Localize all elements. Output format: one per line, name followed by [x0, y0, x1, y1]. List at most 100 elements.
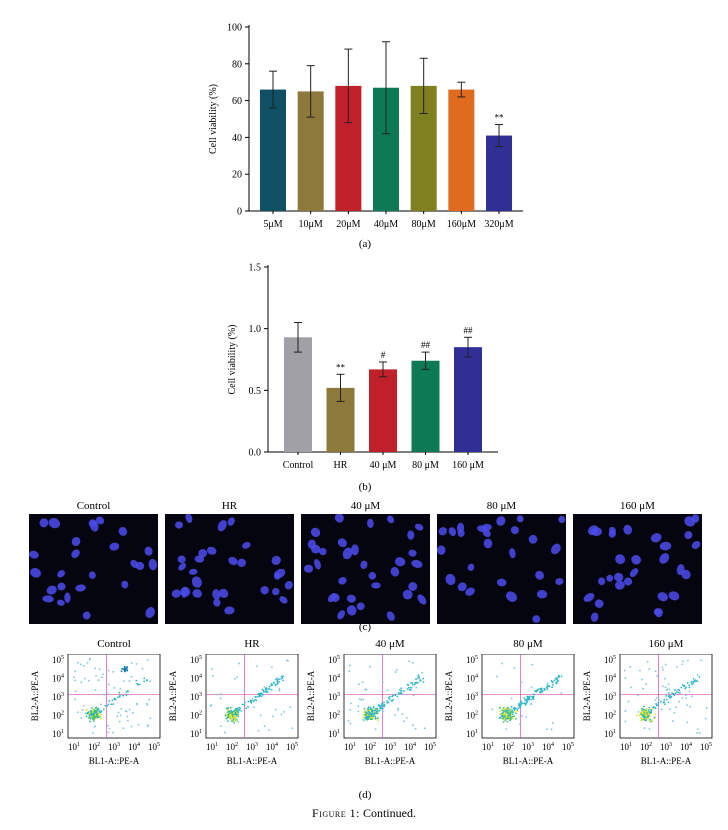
flow-event-dot: [532, 695, 535, 698]
flow-event-dot: [245, 707, 248, 710]
flow-event-dot: [508, 716, 511, 719]
flow-event-dot: [98, 668, 101, 671]
flow-event-dot: [509, 711, 512, 713]
flow-y-axis-label: BL2-A::PE-A: [444, 670, 454, 721]
nucleus: [684, 516, 696, 527]
flow-event-dot: [696, 680, 699, 682]
flow-plot: 101101102102103103104104105105BL2-A::PE-…: [582, 654, 713, 766]
flow-event-dot: [411, 681, 414, 684]
flow-event-dot: [696, 732, 698, 734]
flow-events: [491, 662, 563, 731]
chart-b-ytick-label: 0.5: [249, 386, 262, 397]
flow-event-dot: [371, 718, 373, 720]
nucleus: [130, 559, 139, 569]
flow-event-dot: [681, 697, 684, 699]
flow-event-dot: [698, 732, 701, 734]
nucleus: [342, 547, 353, 560]
flow-event-dot: [526, 695, 529, 698]
flow-ytick-label: 103: [52, 692, 64, 702]
flow-event-dot: [349, 709, 351, 711]
nucleus: [368, 572, 377, 580]
flow-event-dot: [394, 671, 397, 673]
flow-event-dot: [125, 694, 128, 697]
flow-ytick-label: 102: [604, 711, 616, 721]
nucleus: [337, 538, 347, 548]
flow-event-dot: [364, 713, 367, 716]
flow-event-dot: [235, 709, 238, 712]
flow-event-dot: [643, 727, 646, 730]
flow-event-dot: [231, 713, 234, 716]
nucleus: [386, 611, 395, 621]
nucleus: [260, 586, 269, 595]
flow-event-dot: [228, 712, 231, 715]
flow-ytick-label: 101: [328, 729, 340, 739]
nucleus: [659, 553, 670, 564]
flow-event-dot: [274, 683, 277, 686]
flow-event-dot: [655, 702, 658, 705]
nucleus: [310, 527, 321, 538]
flow-event-dot: [513, 707, 516, 709]
flow-y-axis-label: BL2-A::PE-A: [168, 670, 178, 721]
flow-event-dot: [373, 712, 376, 714]
flow-plot-title: 40 μM: [375, 638, 405, 650]
flow-event-dot: [624, 720, 627, 723]
figure-caption: Figure 1: Continued.: [0, 806, 728, 821]
flow-event-dot: [665, 689, 668, 692]
flow-event-dot: [681, 663, 684, 666]
flow-event-dot: [686, 704, 689, 707]
flow-event-dot: [504, 719, 507, 722]
nucleus: [623, 524, 633, 535]
flow-event-dot: [286, 659, 288, 662]
flow-event-dot: [257, 692, 260, 695]
nucleus: [506, 591, 517, 602]
flow-event-dot: [676, 690, 678, 693]
chart-b-xtick-label: HR: [334, 460, 348, 471]
flow-event-dot: [652, 706, 655, 708]
flow-event-dot: [502, 720, 505, 723]
flow-event-dot: [555, 682, 558, 685]
flow-event-dot: [265, 689, 268, 691]
flow-event-dot: [546, 686, 549, 689]
flow-event-dot: [271, 684, 274, 686]
chart-a: 0 20 40 60 80 100 Cell viability (%) 5μM 10μM 20μ…: [208, 23, 524, 230]
flow-xtick-label: 105: [148, 742, 160, 752]
chart-a-xtick-label: 320μM: [484, 219, 513, 230]
flow-event-dot: [396, 668, 398, 671]
flow-xtick-label: 105: [424, 742, 436, 752]
flow-event-dot: [111, 699, 114, 702]
flow-event-dot: [97, 679, 100, 681]
flow-event-dot: [513, 715, 516, 718]
flow-event-dot: [400, 687, 403, 690]
flow-event-dot: [282, 675, 284, 678]
chart-b-significance-label: ##: [464, 325, 474, 335]
flow-event-dot: [399, 691, 402, 694]
flow-event-dot: [386, 701, 389, 704]
nucleus: [88, 519, 97, 528]
flow-event-dot: [642, 715, 644, 718]
flow-event-dot: [526, 699, 529, 701]
flow-event-dot: [123, 665, 126, 668]
flow-event-dot: [74, 670, 77, 673]
flow-event-dot: [648, 706, 651, 709]
chart-b-bar: [369, 369, 397, 452]
flow-event-dot: [266, 691, 269, 693]
flow-event-dot: [624, 677, 627, 679]
flow-event-dot: [642, 710, 645, 713]
flow-event-dot: [499, 716, 502, 719]
flow-event-dot: [357, 705, 360, 708]
flow-event-dot: [504, 710, 507, 713]
flow-event-dot: [260, 695, 263, 698]
flow-event-dot: [656, 675, 659, 677]
flow-event-dot: [410, 687, 413, 689]
flow-event-dot: [135, 662, 138, 665]
nucleus: [437, 545, 446, 555]
flow-ytick-label: 102: [190, 711, 202, 721]
nucleus: [88, 571, 96, 579]
flow-event-dot: [694, 679, 697, 682]
flow-event-dot: [670, 695, 673, 698]
flow-event-dot: [257, 729, 260, 732]
nucleus: [42, 595, 54, 603]
flow-event-dot: [280, 675, 283, 678]
flow-event-dot: [272, 681, 275, 684]
flow-event-dot: [120, 670, 123, 673]
